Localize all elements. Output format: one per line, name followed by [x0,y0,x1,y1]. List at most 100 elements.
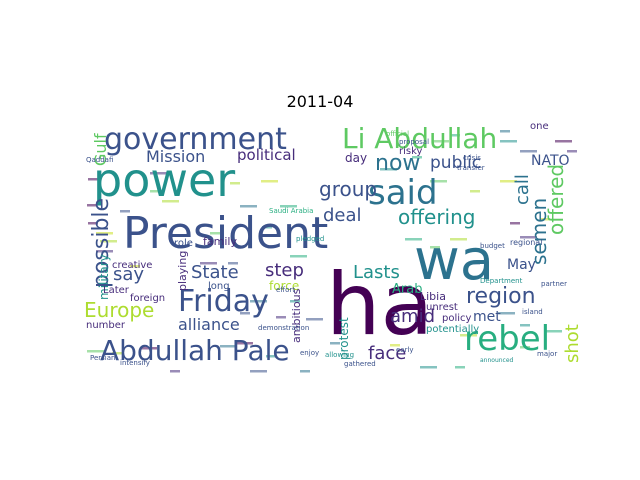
minor-word-mark [520,150,537,153]
cloud-word: amid [390,306,435,327]
cloud-word: pledged [296,235,324,243]
minor-word-mark [470,262,480,265]
minor-word-mark [262,226,272,229]
cloud-word: risky [399,146,423,157]
cloud-word: one [530,121,549,132]
minor-word-mark [450,238,467,241]
cloud-word: Qaddafi [86,156,113,164]
minor-word-mark [430,246,440,249]
minor-word-mark [130,265,140,268]
minor-word-mark [567,150,577,153]
cloud-word: ha [326,255,433,355]
cloud-word: face [368,343,406,364]
cloud-word: Persian [90,354,115,362]
cloud-word: government [104,122,287,157]
minor-word-mark [290,300,300,303]
minor-word-mark [520,236,537,239]
cloud-word: unrest [426,302,458,313]
cloud-word: Mission [146,147,205,166]
cloud-word: number [86,320,126,331]
cloud-word: creative [112,260,152,271]
cloud-word: offered [544,164,568,235]
cloud-word: Friday [178,284,269,319]
cloud-word: Arab [392,282,422,297]
minor-word-mark [87,204,97,207]
cloud-word: intensify [120,359,150,367]
cloud-word: announced [480,357,514,364]
cloud-word: May [507,257,536,273]
minor-word-mark [230,182,240,185]
minor-word-mark [450,134,460,137]
minor-word-mark [555,140,572,143]
cloud-word: proposal [399,138,429,146]
minor-word-mark [420,366,437,369]
minor-word-mark [405,238,422,241]
cloud-word: force [269,279,299,293]
cloud-word: public [430,153,481,173]
cloud-word: Saudi Arabia [269,207,313,215]
minor-word-mark [210,232,220,235]
cloud-word: day [345,151,367,165]
cloud-word: now [375,151,420,176]
cloud-word: Libia [420,290,446,303]
minor-word-mark [96,232,113,235]
cloud-word: regional [510,238,542,247]
cloud-word: enjoy [300,349,319,357]
cloud-word: met [473,309,501,325]
cloud-word: potentially [426,324,479,335]
minor-word-mark [150,172,167,175]
minor-word-mark [261,180,278,183]
cloud-word: protest [337,317,351,360]
minor-word-mark [162,200,179,203]
cloud-word: transfer [457,164,485,172]
cloud-word: crisis [463,154,481,162]
minor-word-mark [87,350,104,353]
cloud-word: Gulf [91,133,110,166]
minor-word-mark [150,190,160,193]
minor-word-mark [240,312,250,315]
cloud-word: budget [480,242,505,250]
minor-word-mark [228,262,238,265]
minor-word-mark [455,366,465,369]
minor-word-mark [460,334,477,337]
cloud-word: President [123,208,328,259]
cloud-word: Li Abdullah [342,122,497,155]
minor-word-mark [498,312,515,315]
cloud-word: family [203,235,237,248]
minor-word-mark [380,168,397,171]
minor-word-mark [276,316,286,319]
cloud-word: Abdullah Pale [100,334,290,367]
cloud-word: wa [414,228,494,293]
minor-word-mark [545,330,562,333]
cloud-word: political [237,146,296,164]
cloud-word: policy [442,313,472,324]
minor-word-mark [330,342,340,345]
cloud-word: said [368,173,438,213]
minor-word-mark [500,130,510,133]
cloud-word: possible [89,198,114,288]
cloud-word: gathered [344,360,376,368]
chart-title: 2011-04 [286,92,354,111]
cloud-word: offering [398,205,475,229]
cloud-word: allowing [325,351,354,359]
cloud-word: alliance [178,315,240,334]
minor-word-mark [250,370,267,373]
cloud-word: State [191,262,239,283]
cloud-word: call [512,174,533,205]
cloud-word: demonstration [258,324,309,332]
minor-word-mark [220,345,237,348]
cloud-word: Lasts [353,262,400,283]
cloud-word: military [97,254,111,300]
cloud-word: early [396,346,414,354]
cloud-word: rebel [464,319,550,359]
cloud-word: semen [527,198,551,265]
minor-word-mark [266,355,276,358]
cloud-word: group [319,177,377,201]
cloud-word: partner [541,280,567,288]
cloud-word: deal [323,205,362,226]
cloud-word: major [537,350,557,358]
cloud-word: Department [480,277,523,285]
minor-word-mark [520,346,530,349]
cloud-word: official [386,130,409,138]
